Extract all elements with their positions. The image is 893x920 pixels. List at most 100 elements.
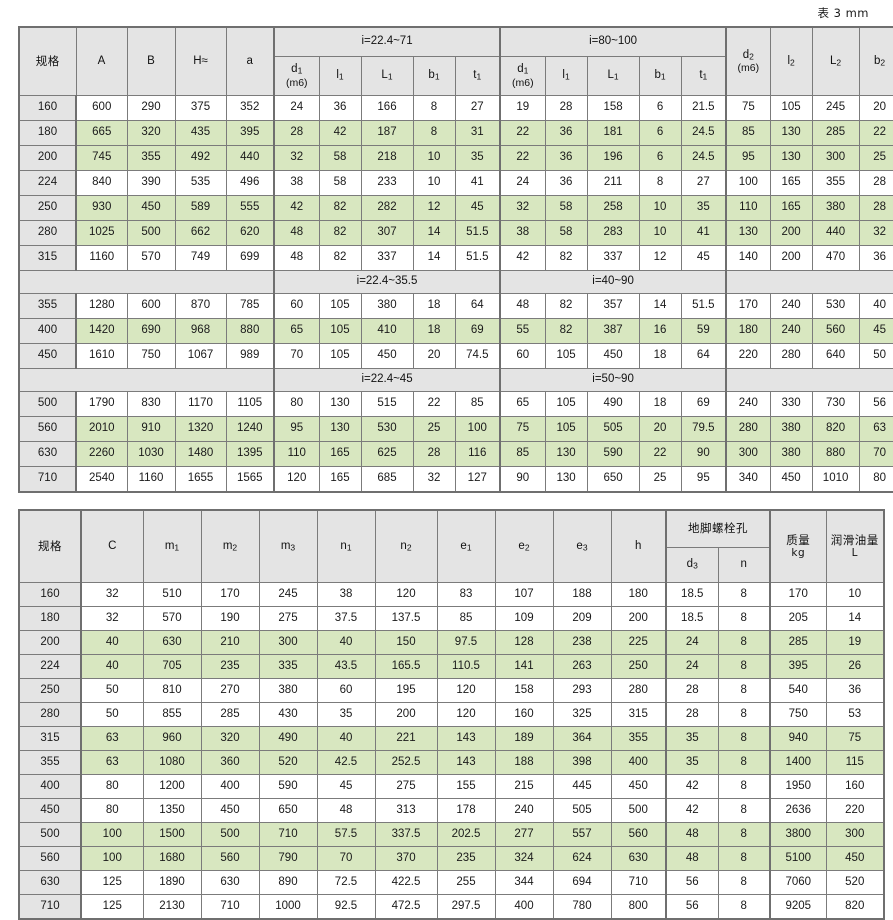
col-header-b1-b: b1	[638, 56, 682, 96]
table-cell: 750	[126, 343, 176, 369]
table-cell: 820	[811, 416, 860, 442]
table-cell: 130	[544, 466, 588, 493]
table-cell: 160	[494, 702, 554, 727]
table-cell: 40	[316, 726, 376, 751]
table-row: 560 100 1680 560 790 70 370 235 324 624 630 48 8 5100…	[18, 846, 885, 871]
table-cell: 28	[858, 195, 893, 221]
section-blank-right	[725, 270, 893, 294]
table-cell: 82	[318, 195, 362, 221]
table-cell: 79.5	[680, 416, 728, 442]
table-cell: 496	[225, 170, 275, 196]
table-cell: 27	[454, 95, 502, 121]
table-cell: 218	[360, 145, 414, 171]
table-cell: 400	[494, 894, 554, 920]
table-cell: 968	[174, 318, 227, 344]
table-cell: 58	[318, 170, 362, 196]
table-cell: 158	[586, 95, 640, 121]
table-cell: 24	[499, 170, 546, 196]
table-cell: 105	[544, 391, 588, 417]
table-cell: 8	[717, 654, 771, 679]
dimensions-table-body: 160 600 290 375 352 24 36 166 8 27 19 28 158 6 21.5 75 1…	[18, 95, 893, 493]
table-cell: 14	[638, 293, 682, 319]
table-cell: 280	[769, 343, 813, 369]
table-cell: 82	[544, 318, 588, 344]
table-cell: 380	[811, 195, 860, 221]
table-cell: 141	[494, 654, 554, 679]
table-cell: 6	[638, 145, 682, 171]
table-row: 710 125 2130 710 1000 92.5 472.5 297.5 400 780 800…	[18, 894, 885, 920]
table-cell: 500	[610, 798, 667, 823]
table-cell: 560	[811, 318, 860, 344]
table-cell: 75	[499, 416, 546, 442]
table-cell: 107	[494, 582, 554, 607]
col-header-L1-b: L1	[586, 56, 640, 96]
group-header-ratio-2: i=80~100	[499, 26, 728, 57]
table-cell: 400	[610, 750, 667, 775]
table-cell: 1610	[75, 343, 128, 369]
table-cell: 745	[75, 145, 128, 171]
col-header-d3: d3	[665, 547, 719, 583]
table-cell: 240	[494, 798, 554, 823]
table-cell: 110.5	[436, 654, 496, 679]
table-cell: 18.5	[665, 582, 719, 607]
table-cell: 32	[80, 606, 144, 631]
table-cell: 785	[225, 293, 275, 319]
mounting-table-body: 160 32 510 170 245 38 120 83 107 188 180 18.5 8 170 10…	[18, 582, 885, 920]
group-header-anchor-bolt-hole: 地脚螺栓孔	[665, 509, 771, 548]
row-header-size: 315	[18, 726, 82, 751]
table-cell: 515	[360, 391, 414, 417]
table-cell: 780	[552, 894, 612, 920]
table-cell: 95	[273, 416, 320, 442]
row-header-size: 250	[18, 678, 82, 703]
table-cell: 277	[494, 822, 554, 847]
table-cell: 280	[725, 416, 771, 442]
row-header-size: 400	[18, 318, 77, 344]
table-cell: 300	[811, 145, 860, 171]
table-cell: 50	[858, 343, 893, 369]
table-cell: 1030	[126, 441, 176, 467]
col-header-n1: n1	[316, 509, 376, 583]
table-row: 200 40 630 210 300 40 150 97.5 128 238 225 24 8 285 19	[18, 630, 885, 655]
table-cell: 60	[316, 678, 376, 703]
table-cell: 51.5	[454, 245, 502, 271]
table-cell: 120	[436, 678, 496, 703]
table-row: 500 100 1500 500 710 57.5 337.5 202.5 277 557 560 4…	[18, 822, 885, 847]
table-cell: 12	[412, 195, 456, 221]
row-header-size: 315	[18, 245, 77, 271]
table-cell: 380	[360, 293, 414, 319]
table-cell: 165	[769, 195, 813, 221]
table-cell: 630	[610, 846, 667, 871]
table-cell: 694	[552, 870, 612, 895]
table-cell: 530	[360, 416, 414, 442]
table-cell: 36	[544, 145, 588, 171]
table-row: 250 50 810 270 380 60 195 120 158 293 280 28 8 540 36	[18, 678, 885, 703]
table-cell: 275	[374, 774, 438, 799]
table-cell: 143	[436, 726, 496, 751]
table-cell: 530	[811, 293, 860, 319]
table-cell: 51.5	[680, 293, 728, 319]
table-cell: 170	[200, 582, 260, 607]
table-cell: 45	[680, 245, 728, 271]
table-spacer	[18, 493, 875, 509]
table-cell: 170	[725, 293, 771, 319]
section-header-row: i=22.4~45 i=50~90	[18, 368, 893, 392]
table-cell: 335	[258, 654, 318, 679]
table-cell: 6	[638, 95, 682, 121]
table-cell: 8	[717, 726, 771, 751]
table-cell: 18	[638, 391, 682, 417]
table-cell: 63	[80, 726, 144, 751]
table-cell: 398	[552, 750, 612, 775]
table-cell: 105	[544, 343, 588, 369]
col-header-mass: 质量 kg	[769, 509, 827, 583]
table-cell: 80	[80, 774, 144, 799]
table-cell: 14	[412, 245, 456, 271]
table-row: 160 32 510 170 245 38 120 83 107 188 180 18.5 8 170 10	[18, 582, 885, 607]
row-header-size: 280	[18, 220, 77, 246]
table-cell: 35	[665, 726, 719, 751]
table-cell: 1480	[174, 441, 227, 467]
group-header-ratio-1: i=22.4~71	[273, 26, 502, 57]
table-cell: 40	[316, 630, 376, 655]
table-cell: 58	[318, 145, 362, 171]
table-cell: 165.5	[374, 654, 438, 679]
table-cell: 181	[586, 120, 640, 146]
